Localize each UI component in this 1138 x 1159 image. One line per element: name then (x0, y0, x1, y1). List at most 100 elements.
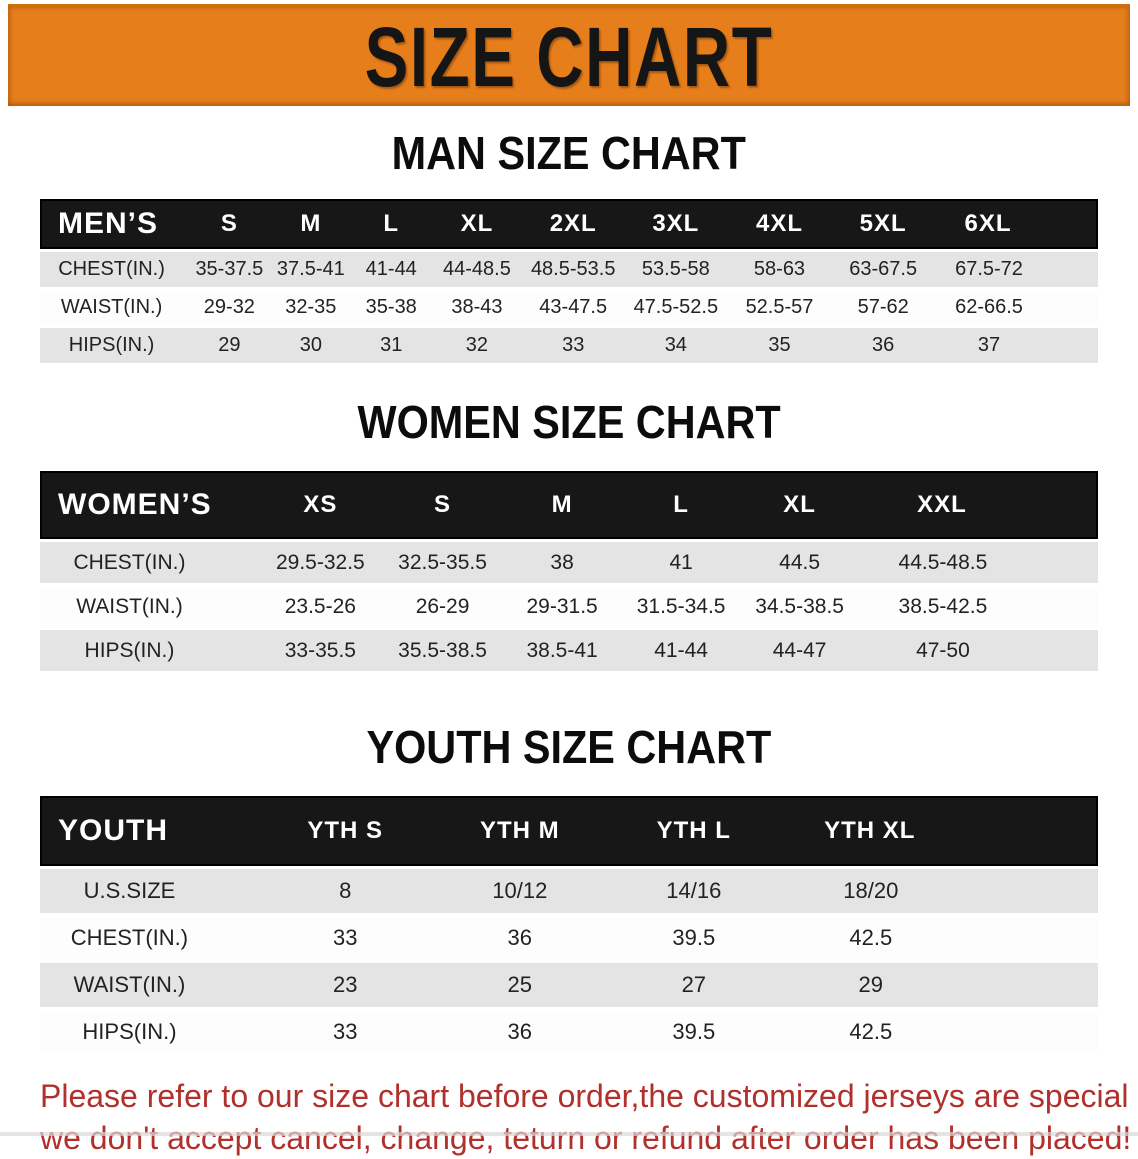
notice-line-1: Please refer to our size chart before or… (40, 1078, 1138, 1114)
value-cell: 44-48.5 (431, 252, 523, 287)
value-cell: 39.5 (607, 916, 781, 960)
row-label-cell: CHEST(IN.) (40, 252, 189, 287)
column-header-cell: S (382, 471, 503, 539)
column-header-cell: YTH XL (780, 796, 1098, 866)
column-header-cell: YTH M (432, 796, 608, 866)
header-label-cell: WOMEN’S (40, 471, 258, 539)
row-label-cell: HIPS(IN.) (40, 630, 258, 671)
value-cell: 23 (257, 963, 433, 1007)
column-header-cell: 4XL (727, 199, 832, 249)
value-cell: 18/20 (780, 869, 1098, 913)
row-label-cell: U.S.SIZE (40, 869, 258, 913)
footer-notice: Please refer to our size chart before or… (40, 1075, 1138, 1159)
value-cell: 32-35 (270, 290, 352, 325)
value-cell: 33 (522, 328, 624, 363)
row-label-cell: CHEST(IN.) (40, 542, 258, 583)
value-cell: 30 (270, 328, 352, 363)
column-header-cell: XXL (858, 471, 1098, 539)
table-row: CHEST(IN.) 35-37.5 37.5-41 41-44 44-48.5 48.5… (40, 252, 1098, 287)
value-cell: 10/12 (432, 869, 608, 913)
column-header-cell: 3XL (623, 199, 728, 249)
value-cell: 36 (432, 916, 608, 960)
value-cell: 14/16 (607, 869, 781, 913)
header-label-cell: MEN’S (40, 199, 189, 249)
value-cell: 8 (257, 869, 433, 913)
value-cell: 34 (623, 328, 728, 363)
section-title-text: YOUTH SIZE CHART (366, 721, 772, 773)
value-cell: 33 (257, 1010, 433, 1054)
column-header-cell: YTH L (607, 796, 781, 866)
table-head: YOUTH YTH S YTH M YTH L YTH XL (40, 796, 1098, 866)
value-cell: 33 (257, 916, 433, 960)
size-table: WOMEN’S XS S M L XL XXL CHEST(IN.) 29.5-32.5 32.5… (40, 468, 1098, 674)
column-header-cell: 6XL (935, 199, 1098, 249)
row-label-cell: WAIST(IN.) (40, 963, 258, 1007)
value-cell: 53.5-58 (623, 252, 728, 287)
table-header-row: YOUTH YTH S YTH M YTH L YTH XL (40, 796, 1098, 866)
value-cell: 35-38 (351, 290, 432, 325)
value-cell: 31 (351, 328, 432, 363)
value-cell: 41 (621, 542, 741, 583)
table-row: CHEST(IN.) 33 36 39.5 42.5 (40, 916, 1098, 960)
value-cell: 42.5 (780, 1010, 1098, 1054)
value-cell: 26-29 (382, 586, 503, 627)
table-body: U.S.SIZE 8 10/12 14/16 18/20 CHEST(IN.) 33 36 39… (40, 869, 1098, 1054)
value-cell: 29-32 (188, 290, 271, 325)
value-cell: 33-35.5 (257, 630, 383, 671)
table-body: CHEST(IN.) 35-37.5 37.5-41 41-44 44-48.5 48.5… (40, 252, 1098, 363)
value-cell: 34.5-38.5 (740, 586, 859, 627)
value-cell: 44.5-48.5 (858, 542, 1098, 583)
value-cell: 36 (831, 328, 935, 363)
section-title-text: MAN SIZE CHART (391, 127, 747, 179)
value-cell: 37 (935, 328, 1098, 363)
size-table: YOUTH YTH S YTH M YTH L YTH XL U.S.SIZE 8 10/12… (40, 793, 1098, 1057)
value-cell: 25 (432, 963, 608, 1007)
size-chart-page: SIZE CHART MAN SIZE CHART MEN’S S M L XL 2XL 3X… (0, 4, 1138, 1159)
table-row: HIPS(IN.) 33 36 39.5 42.5 (40, 1010, 1098, 1054)
value-cell: 32 (431, 328, 523, 363)
column-header-cell: L (351, 199, 432, 249)
value-cell: 52.5-57 (727, 290, 832, 325)
size-section-2: YOUTH SIZE CHART YOUTH YTH S YTH M YTH L YTH … (0, 724, 1138, 1057)
value-cell: 41-44 (621, 630, 741, 671)
column-header-cell: S (188, 199, 271, 249)
value-cell: 38 (502, 542, 622, 583)
table-row: WAIST(IN.) 23 25 27 29 (40, 963, 1098, 1007)
column-header-cell: M (270, 199, 352, 249)
column-header-cell: M (502, 471, 622, 539)
table-row: CHEST(IN.) 29.5-32.5 32.5-35.5 38 41 44.5 44.5… (40, 542, 1098, 583)
table-row: HIPS(IN.) 33-35.5 35.5-38.5 38.5-41 41-44 44-… (40, 630, 1098, 671)
row-label-cell: CHEST(IN.) (40, 916, 258, 960)
value-cell: 57-62 (831, 290, 935, 325)
table-row: WAIST(IN.) 29-32 32-35 35-38 38-43 43-47.5 47.… (40, 290, 1098, 325)
value-cell: 42.5 (780, 916, 1098, 960)
value-cell: 29-31.5 (502, 586, 622, 627)
value-cell: 44.5 (740, 542, 859, 583)
table-head: MEN’S S M L XL 2XL 3XL 4XL 5XL 6XL (40, 199, 1098, 249)
value-cell: 35.5-38.5 (382, 630, 503, 671)
value-cell: 38.5-41 (502, 630, 622, 671)
size-sections: MAN SIZE CHART MEN’S S M L XL 2XL 3XL 4XL 5XL 6XL C… (0, 130, 1138, 1057)
column-header-cell: XL (740, 471, 859, 539)
section-title: YOUTH SIZE CHART (0, 724, 1138, 770)
column-header-cell: 5XL (831, 199, 935, 249)
value-cell: 37.5-41 (270, 252, 352, 287)
value-cell: 58-63 (727, 252, 832, 287)
value-cell: 39.5 (607, 1010, 781, 1054)
table-head: WOMEN’S XS S M L XL XXL (40, 471, 1098, 539)
size-table: MEN’S S M L XL 2XL 3XL 4XL 5XL 6XL CHEST(IN.) 35-37… (40, 196, 1098, 366)
value-cell: 43-47.5 (522, 290, 624, 325)
table-row: WAIST(IN.) 23.5-26 26-29 29-31.5 31.5-34.5 34… (40, 586, 1098, 627)
value-cell: 47.5-52.5 (623, 290, 728, 325)
value-cell: 38.5-42.5 (858, 586, 1098, 627)
row-label-cell: WAIST(IN.) (40, 290, 189, 325)
section-title-text: WOMEN SIZE CHART (357, 396, 781, 448)
value-cell: 29.5-32.5 (257, 542, 383, 583)
banner: SIZE CHART (8, 4, 1130, 106)
header-label-cell: YOUTH (40, 796, 258, 866)
value-cell: 31.5-34.5 (621, 586, 741, 627)
row-label-cell: WAIST(IN.) (40, 586, 258, 627)
table-body: CHEST(IN.) 29.5-32.5 32.5-35.5 38 41 44.5 44.5… (40, 542, 1098, 671)
value-cell: 47-50 (858, 630, 1098, 671)
row-label-cell: HIPS(IN.) (40, 328, 189, 363)
